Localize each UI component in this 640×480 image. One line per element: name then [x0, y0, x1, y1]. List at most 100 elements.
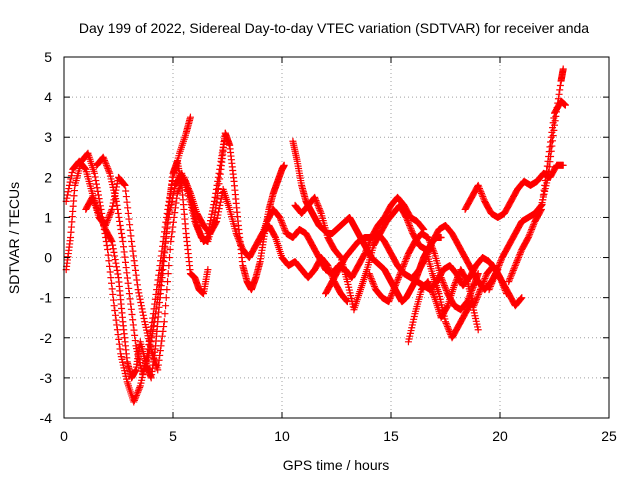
data-point [439, 278, 447, 286]
data-point [482, 273, 490, 281]
data-point [109, 241, 117, 249]
y-tick-label: -4 [40, 410, 53, 426]
data-point [510, 265, 518, 273]
data-point [428, 287, 436, 295]
data-point [280, 223, 288, 231]
data-point [537, 205, 545, 213]
data-point [99, 153, 107, 161]
data-point [137, 298, 145, 306]
data-point [80, 164, 88, 172]
data-point [115, 340, 123, 348]
data-point [66, 178, 74, 186]
data-point [474, 290, 482, 298]
data-point [152, 310, 160, 318]
x-axis-title: GPS time / hours [283, 457, 390, 473]
data-point [103, 163, 111, 171]
data-point [133, 276, 141, 284]
data-point [194, 225, 202, 233]
x-tick-label: 25 [601, 428, 617, 444]
data-point [116, 217, 124, 225]
data-point [63, 191, 71, 199]
data-point [548, 128, 556, 136]
data-point [545, 152, 553, 160]
data-point [125, 290, 133, 298]
data-point [64, 188, 72, 196]
data-point [157, 271, 165, 279]
data-point [476, 186, 484, 194]
data-point [211, 193, 219, 201]
data-point [513, 258, 521, 266]
data-point [184, 185, 192, 193]
data-point [427, 286, 435, 294]
data-point [507, 273, 515, 281]
data-point [474, 181, 482, 189]
data-point [166, 207, 174, 215]
data-point [427, 241, 435, 249]
data-point [280, 225, 288, 233]
data-point [135, 289, 143, 297]
data-point [561, 101, 569, 109]
data-point [127, 232, 135, 240]
data-point [476, 287, 484, 295]
data-point [148, 330, 156, 338]
data-point [426, 282, 434, 290]
data-point [215, 205, 223, 213]
data-point [555, 90, 563, 98]
data-point [237, 241, 245, 249]
data-point [122, 193, 130, 201]
data-point [406, 221, 414, 229]
data-point [214, 173, 222, 181]
data-point [317, 208, 325, 216]
data-point [397, 269, 405, 277]
data-point [276, 215, 284, 223]
data-point [95, 209, 103, 217]
data-point [129, 247, 137, 255]
data-point [394, 275, 402, 283]
data-point [507, 271, 515, 279]
data-point [470, 300, 478, 308]
data-point [180, 173, 188, 181]
data-point [155, 356, 163, 364]
data-point [423, 252, 431, 260]
data-point [161, 238, 169, 246]
data-point [543, 167, 551, 175]
data-point [442, 319, 450, 327]
data-point [131, 337, 139, 345]
y-tick-label: -3 [40, 370, 53, 386]
data-point [403, 253, 411, 261]
x-tick-label: 10 [274, 428, 290, 444]
data-point [387, 291, 395, 299]
series-satellite-track-13 [461, 161, 567, 221]
data-point [112, 316, 120, 324]
data-point [116, 345, 124, 353]
data-point [393, 277, 401, 285]
data-point [516, 250, 524, 258]
data-point [104, 251, 112, 259]
x-tick-label: 0 [60, 428, 68, 444]
data-point [111, 307, 119, 315]
data-point [407, 225, 415, 233]
data-point [121, 181, 129, 189]
data-point [281, 226, 289, 234]
data-point [181, 177, 189, 185]
data-point [118, 234, 126, 241]
data-point [108, 285, 116, 293]
data-point [173, 189, 181, 197]
data-point [452, 278, 460, 286]
data-point [470, 302, 478, 310]
y-tick-label: 5 [44, 49, 52, 65]
data-point [454, 272, 462, 280]
data-point [430, 248, 438, 256]
data-point [236, 239, 244, 247]
data-point [237, 242, 245, 250]
data-point [280, 161, 288, 169]
data-point [125, 284, 133, 292]
data-point [133, 281, 141, 289]
data-point [121, 253, 129, 261]
data-point [150, 318, 158, 326]
data-point [453, 274, 461, 282]
data-point [138, 305, 146, 313]
data-point [94, 187, 102, 195]
data-point [165, 210, 173, 218]
